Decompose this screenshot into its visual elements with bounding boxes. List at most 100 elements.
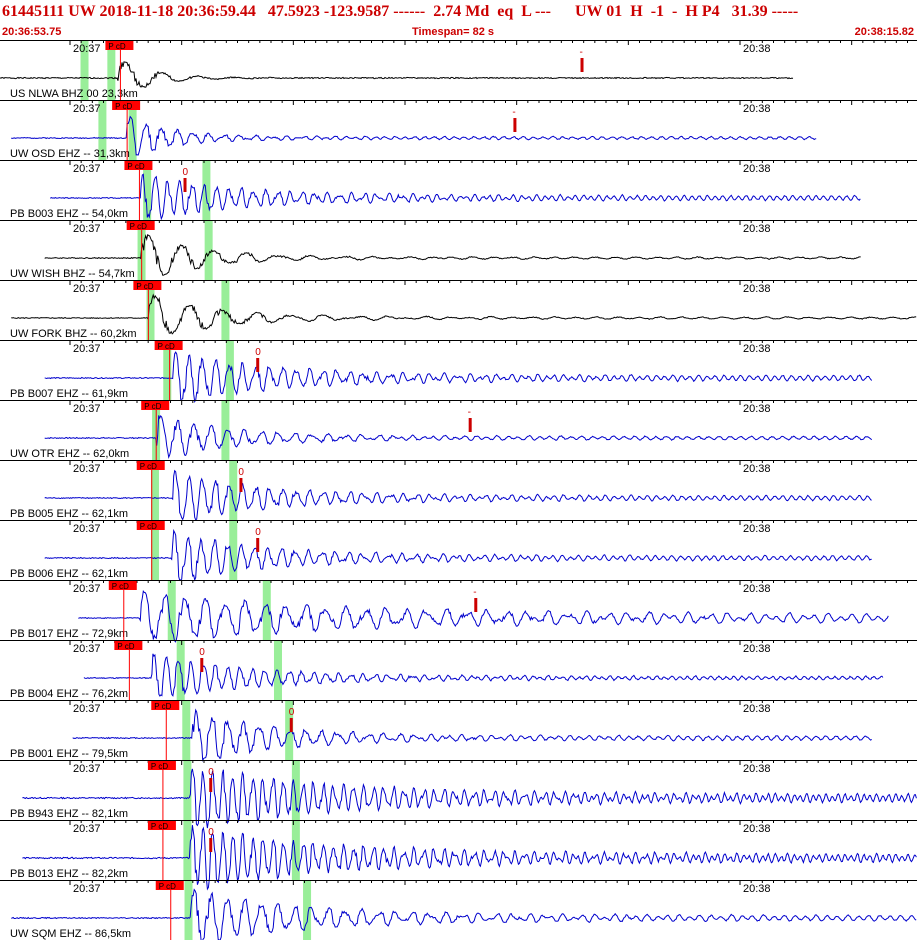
p-pick-label: P cD (151, 822, 168, 831)
pick-window (98, 100, 107, 160)
p-pick-box (136, 521, 165, 530)
timespan-label: Timespan= 82 s (412, 26, 495, 38)
pick-window (107, 40, 116, 100)
pick-window (163, 340, 172, 400)
amplitude-marker (468, 418, 472, 432)
p-pick-box (126, 221, 155, 230)
waveform-line (11, 115, 817, 156)
waveform-line (44, 234, 861, 276)
amplitude-marker (183, 178, 187, 192)
event-header: 61445111 UW 2018-11-18 20:36:59.44 47.59… (0, 0, 917, 40)
event-title: 61445111 UW 2018-11-18 20:36:59.44 47.59… (2, 3, 799, 20)
p-pick-label: P cD (140, 462, 157, 471)
station-label: PB B001 EHZ -- 79,5km (10, 748, 128, 760)
trace-row: 20:37 20:38 PB B003 EHZ -- 54,0km P cD 0 (0, 160, 917, 221)
waveform-line (44, 469, 872, 521)
pick-window (202, 160, 211, 220)
time-label: 20:38 (743, 223, 771, 235)
station-label: PB B017 EHZ -- 72,9km (10, 628, 128, 640)
waveform-line (11, 888, 917, 940)
time-label: 20:37 (73, 283, 101, 295)
trace-row: 20:37 20:38 UW FORK BHZ -- 60,2km P cD (0, 280, 917, 340)
station-label: PB B005 EHZ -- 62,1km (10, 508, 128, 520)
pick-window (291, 820, 300, 880)
time-label: 20:37 (73, 703, 101, 715)
p-pick-label: P cD (159, 882, 176, 891)
time-label: 20:38 (743, 283, 771, 295)
p-pick-box (151, 701, 180, 710)
trace-row: 20:37 20:38 PB B006 EHZ -- 62,1km P cD 0 (0, 520, 917, 582)
waveform-line (50, 173, 861, 221)
waveform-line (22, 825, 917, 891)
p-pick-label: P cD (136, 282, 153, 291)
pick-window (150, 460, 159, 520)
time-label: 20:37 (73, 343, 101, 355)
time-label: 20:37 (73, 403, 101, 415)
amplitude-marker-label: - (468, 407, 471, 418)
station-label: PB B004 EHZ -- 76,2km (10, 688, 128, 700)
station-label: UW OSD EHZ -- 31,3km (10, 148, 130, 160)
pick-window (229, 520, 238, 580)
amplitude-marker-label: - (580, 47, 583, 58)
amplitude-marker-label: 0 (199, 647, 205, 658)
p-pick-box (155, 881, 184, 890)
waveform-line (0, 61, 794, 88)
trace-row: 20:37 20:38 UW OSD EHZ -- 31,3km P cD - (0, 100, 917, 160)
time-label: 20:38 (743, 703, 771, 715)
p-pick-label: P cD (144, 402, 161, 411)
time-label: 20:37 (73, 43, 101, 55)
time-label: 20:38 (743, 103, 771, 115)
trace-row: 20:37 20:38 UW WISH BHZ -- 54,7km P cD (0, 220, 917, 280)
p-pick-box (147, 821, 176, 830)
station-label: US NLWA BHZ 00 23,3km (10, 88, 138, 100)
waveform-line (44, 528, 872, 582)
time-label: 20:38 (743, 403, 771, 415)
pick-window (303, 880, 312, 940)
amplitude-marker (474, 598, 478, 612)
pick-window (183, 760, 192, 820)
amplitude-marker (209, 778, 213, 792)
amplitude-marker (239, 478, 243, 492)
station-label: PB B007 EHZ -- 61,9km (10, 388, 128, 400)
waveform-line (44, 414, 873, 459)
time-label: 20:37 (73, 583, 101, 595)
pick-window (183, 820, 192, 880)
amplitude-marker-label: 0 (183, 167, 189, 178)
p-pick-box (136, 461, 165, 470)
pick-window (262, 580, 271, 640)
pick-window (285, 700, 294, 760)
time-label: 20:37 (73, 103, 101, 115)
amplitude-marker-label: 0 (289, 707, 295, 718)
station-label: PB B943 EHZ -- 82,1km (10, 808, 128, 820)
station-label: UW SQM EHZ -- 86,5km (10, 928, 131, 940)
amplitude-marker (200, 658, 204, 672)
trace-row: 20:37 20:38 UW OTR EHZ -- 62,0km P cD - (0, 400, 917, 460)
amplitude-marker (256, 538, 260, 552)
p-pick-box (133, 281, 162, 290)
time-label: 20:37 (73, 223, 101, 235)
pick-window (128, 100, 137, 160)
p-pick-label: P cD (108, 42, 125, 51)
amplitude-marker (513, 118, 517, 132)
time-label: 20:37 (73, 523, 101, 535)
time-label: 20:38 (743, 343, 771, 355)
p-pick-box (141, 401, 170, 410)
station-label: PB B006 EHZ -- 62,1km (10, 568, 128, 580)
amplitude-marker-label: 0 (208, 767, 214, 778)
p-pick-box (108, 581, 137, 590)
waveform-line (11, 293, 917, 335)
p-pick-label: P cD (112, 582, 129, 591)
pick-window (225, 340, 234, 400)
time-label: 20:38 (743, 163, 771, 175)
trace-row: 20:37 20:38 PB B017 EHZ -- 72,9km P cD - (0, 580, 917, 643)
trace-row: 20:37 20:38 UW SQM EHZ -- 86,5km P cD (0, 880, 917, 940)
p-pick-label: P cD (154, 702, 171, 711)
trace-row: 20:37 20:38 PB B007 EHZ -- 61,9km P cD 0 (0, 340, 917, 403)
p-pick-label: P cD (130, 222, 147, 231)
pick-window (150, 520, 159, 580)
time-label: 20:38 (743, 583, 771, 595)
p-pick-label: P cD (115, 102, 132, 111)
amplitude-marker (580, 58, 584, 72)
station-label: PB B003 EHZ -- 54,0km (10, 208, 128, 220)
amplitude-marker-label: 0 (238, 467, 244, 478)
